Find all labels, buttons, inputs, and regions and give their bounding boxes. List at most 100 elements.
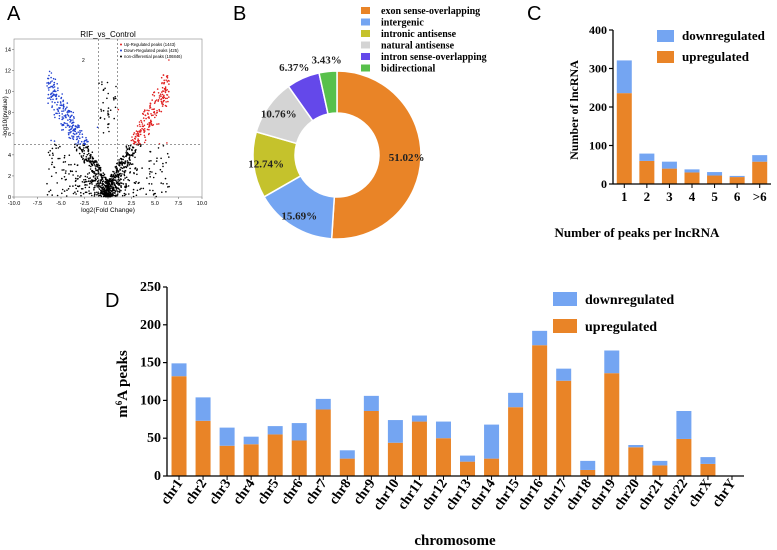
c-y-label: Number of lncRNA [567,60,581,160]
volcano-point [80,175,82,177]
volcano-point [47,81,50,84]
volcano-point [86,146,89,148]
volcano-point [165,161,167,164]
volcano-point [67,132,70,134]
volcano-point [105,180,108,182]
volcano-point [162,74,165,76]
bar-upregulated [219,445,235,476]
donut-legend-swatch [361,7,370,14]
volcano-point [73,128,76,131]
y-tick-label: 250 [140,280,161,295]
bar-upregulated [484,458,500,476]
donut-legend-label: natural antisense [381,41,455,52]
volcano-point [96,169,99,171]
volcano-legend-marker [120,49,122,52]
volcano-point [166,75,169,77]
volcano-point [133,132,136,134]
volcano-point [136,169,138,172]
volcano-point [139,133,142,136]
volcano-point [76,126,78,129]
volcano-point [139,130,142,133]
volcano-point [136,168,138,170]
volcano-point [51,101,53,103]
bar-downregulated [700,457,716,464]
volcano-point [155,114,158,117]
volcano-point [158,110,161,112]
volcano-point [143,109,146,111]
volcano-point [84,158,86,161]
volcano-point [48,190,50,193]
volcano-point [166,142,168,144]
volcano-point [108,185,110,188]
volcano-point [112,174,115,176]
x-tick-label: 1 [621,189,628,204]
volcano-legend-label: Up-Regulated peaks (1443) [124,42,176,47]
volcano-point [59,104,62,106]
volcano-point [119,172,121,175]
volcano-point [143,111,145,113]
volcano-point [125,145,128,147]
volcano-point [166,152,169,155]
volcano-point [132,191,135,194]
volcano-point [84,191,87,194]
volcano-point [75,148,78,151]
volcano-point [143,119,146,122]
volcano-point [125,166,128,169]
volcano-point [78,133,81,135]
volcano-point [92,180,94,183]
volcano-point [134,141,136,144]
volcano-point [164,104,167,107]
volcano-point [67,109,70,112]
volcano-point [74,184,77,186]
bar-downregulated [580,460,596,470]
volcano-point [99,166,102,169]
volcano-point [151,93,154,96]
volcano-point [135,133,137,135]
volcano-point [113,117,115,120]
volcano-point [148,128,150,131]
volcano-point [116,181,119,184]
volcano-point [114,166,117,168]
volcano-point [151,171,153,173]
y-tick-label: 100 [140,393,161,408]
volcano-point [123,174,126,177]
volcano-point [106,182,109,184]
volcano-point [108,123,110,125]
volcano-point [94,167,97,169]
donut-legend-swatch [361,64,370,72]
volcano-point [47,93,50,96]
volcano-point [99,169,102,172]
volcano-point [134,156,136,159]
panel-letter-d: D [105,290,119,312]
volcano-point [90,165,92,168]
bar-downregulated [661,161,677,169]
volcano-point [69,118,71,121]
volcano-legend-label: Down-Regulated peaks (425) [124,48,179,53]
volcano-point [124,160,126,162]
volcano-point [62,103,65,106]
volcano-point [85,156,88,158]
bar-downregulated [752,155,768,162]
volcano-point [85,139,88,141]
volcano-point [65,116,67,119]
volcano-point [107,126,109,129]
volcano-point [47,102,49,104]
volcano-point [63,122,66,124]
volcano-point [77,141,79,144]
volcano-point [120,185,122,187]
volcano-point [102,101,104,104]
volcano-point [51,85,54,88]
bar-downregulated [604,350,620,374]
volcano-point [76,144,78,147]
volcano-point [86,173,89,175]
x-tick-label: 4 [689,189,696,204]
bar-downregulated [729,175,745,178]
bar-upregulated [604,373,620,476]
volcano-point [115,167,118,170]
volcano-point [103,184,106,186]
volcano-point [121,194,124,197]
volcano-point [83,152,85,155]
volcano-point [161,82,163,85]
volcano-point [107,92,109,95]
volcano-point [92,170,95,173]
